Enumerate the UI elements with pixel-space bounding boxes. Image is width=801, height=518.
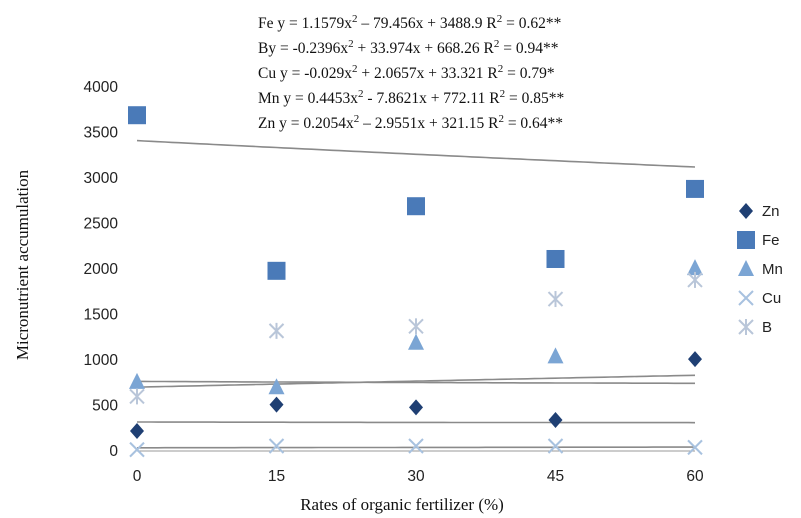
trend-equation: By = -0.2396x2 + 33.974x + 668.26 R2 = 0… xyxy=(258,38,559,57)
x-tick-label: 15 xyxy=(268,468,285,485)
trend-equation: Fe y = 1.1579x2 – 79.456x + 3488.9 R2 = … xyxy=(258,13,562,32)
legend-item-b: B xyxy=(738,319,772,336)
x-axis-ticks: 0 15 30 45 60 xyxy=(133,468,704,485)
x-tick-label: 45 xyxy=(547,468,564,485)
legend-marker-cu xyxy=(738,290,754,306)
trend-equation: Mn y = 0.4453x2 - 7.8621x + 772.11 R2 = … xyxy=(258,88,564,107)
point-b xyxy=(408,318,424,335)
trendline-zn xyxy=(137,421,696,424)
point-fe xyxy=(546,249,565,268)
y-tick-label: 500 xyxy=(92,398,118,415)
legend-label: Mn xyxy=(762,261,783,278)
point-zn xyxy=(548,412,563,429)
y-tick-label: 0 xyxy=(109,443,118,460)
legend-marker-zn xyxy=(739,203,753,219)
point-zn xyxy=(409,399,423,416)
legend-marker-fe xyxy=(737,231,755,249)
legend-marker-b xyxy=(738,319,754,335)
legend-label: Cu xyxy=(762,290,781,307)
point-cu xyxy=(129,441,145,458)
point-fe xyxy=(407,197,425,216)
y-tick-label: 3500 xyxy=(84,125,119,142)
point-b xyxy=(687,271,703,288)
y-tick-label: 2500 xyxy=(84,216,119,233)
point-cu xyxy=(687,439,703,456)
legend: Zn Fe Mn Cu B xyxy=(737,203,783,336)
point-zn xyxy=(269,396,284,413)
y-tick-label: 4000 xyxy=(84,79,119,96)
legend-item-cu: Cu xyxy=(738,290,781,307)
legend-label: Zn xyxy=(762,203,780,220)
legend-item-fe: Fe xyxy=(737,231,780,249)
legend-marker-mn xyxy=(738,260,754,276)
point-fe xyxy=(128,106,146,125)
y-tick-label: 3000 xyxy=(84,170,119,187)
point-zn xyxy=(130,422,144,439)
trend-equations: Fe y = 1.1579x2 – 79.456x + 3488.9 R2 = … xyxy=(258,13,564,132)
y-tick-label: 1500 xyxy=(84,307,119,324)
y-tick-label: 1000 xyxy=(84,352,119,369)
point-cu xyxy=(408,438,424,454)
legend-label: Fe xyxy=(762,232,780,249)
y-tick-label: 2000 xyxy=(84,261,119,278)
x-axis-title: Rates of organic fertilizer (%) xyxy=(300,495,504,514)
trend-equation: Cu y = -0.029x2 + 2.0657x + 33.321 R2 = … xyxy=(258,63,555,82)
legend-item-zn: Zn xyxy=(739,203,780,220)
point-zn xyxy=(688,351,702,368)
trendline-mn xyxy=(137,380,695,385)
point-mn xyxy=(129,372,145,389)
point-mn xyxy=(268,378,285,395)
x-tick-label: 60 xyxy=(686,468,704,485)
x-tick-label: 30 xyxy=(407,468,425,485)
point-mn xyxy=(408,333,424,350)
legend-label: B xyxy=(762,319,772,336)
point-cu xyxy=(268,438,285,454)
trendline-b xyxy=(136,374,696,388)
point-b xyxy=(268,322,285,339)
legend-item-mn: Mn xyxy=(738,260,783,278)
data-points xyxy=(128,106,704,458)
x-tick-label: 0 xyxy=(133,468,142,485)
y-axis-title: Micronutrient accumulation xyxy=(13,169,32,360)
point-fe xyxy=(267,261,286,280)
point-b xyxy=(129,388,145,405)
trendlines xyxy=(136,139,696,449)
trend-equation: Zn y = 0.2054x2 – 2.9551x + 321.15 R2 = … xyxy=(258,113,563,132)
y-axis-ticks: 0 500 1000 1500 2000 2500 3000 3500 4000 xyxy=(84,79,119,460)
trendline-fe xyxy=(136,139,696,168)
point-cu xyxy=(547,438,564,454)
point-fe xyxy=(686,179,704,198)
point-b xyxy=(547,291,564,308)
point-mn xyxy=(687,259,703,276)
point-mn xyxy=(547,347,564,364)
